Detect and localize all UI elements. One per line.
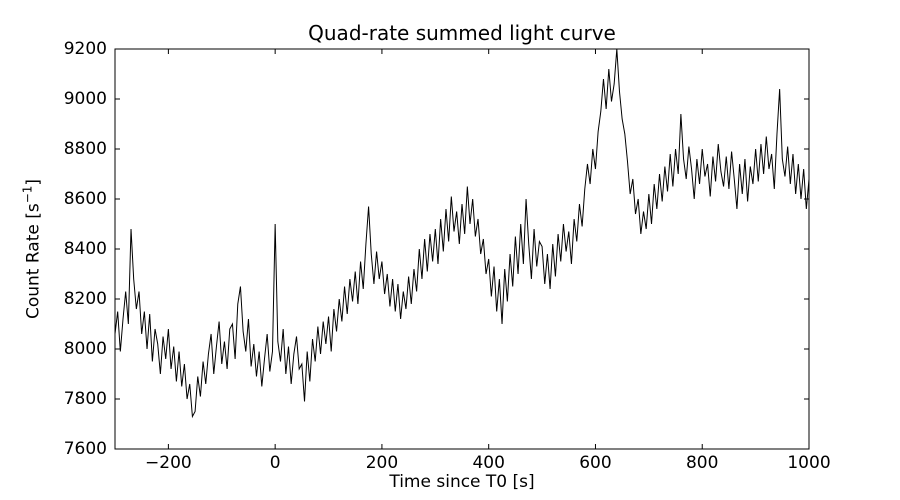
- x-tick-label: 800: [685, 453, 719, 473]
- y-tick-label: 8600: [63, 189, 107, 209]
- y-tick-label: 8200: [63, 289, 107, 309]
- y-axis-label-prefix: Count Rate [s: [23, 203, 44, 320]
- light-curve-line: [115, 49, 809, 419]
- y-tick-label: 8400: [63, 239, 107, 259]
- x-tick-label: 200: [365, 453, 399, 473]
- x-tick-label: −200: [145, 453, 192, 473]
- y-tick-label: 8800: [63, 139, 107, 159]
- y-axis-label: Count Rate [s−1]: [21, 179, 44, 319]
- y-axis-label-suffix: ]: [23, 178, 44, 186]
- x-tick-label: 0: [269, 453, 281, 473]
- y-axis-label-superscript: −1: [20, 185, 35, 204]
- y-tick-label: 9000: [63, 89, 107, 109]
- y-tick-label: 9200: [63, 39, 107, 59]
- chart-title: Quad-rate summed light curve: [308, 21, 616, 45]
- y-tick-label: 8000: [63, 339, 107, 359]
- plot-spines: [114, 48, 810, 450]
- y-tick-label: 7800: [63, 389, 107, 409]
- y-tick-label: 7600: [63, 439, 107, 459]
- axis-ticks: [115, 48, 810, 450]
- x-tick-label: 400: [472, 453, 505, 473]
- x-tick-label: 1000: [787, 453, 831, 473]
- x-axis-label: Time since T0 [s]: [389, 472, 535, 492]
- x-tick-label: 600: [579, 453, 612, 473]
